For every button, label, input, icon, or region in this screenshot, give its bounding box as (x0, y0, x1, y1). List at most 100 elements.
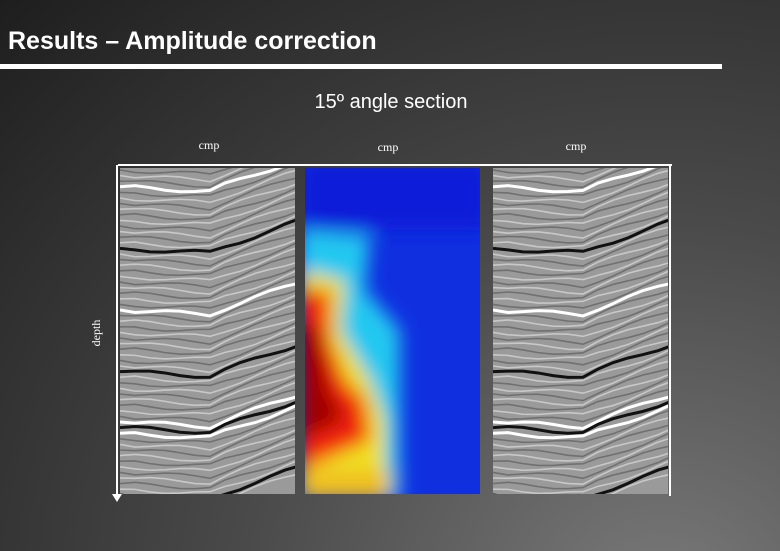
trace (120, 388, 295, 423)
trace (120, 211, 295, 244)
trace (493, 191, 668, 226)
trace (120, 254, 295, 289)
trace (237, 474, 295, 494)
trace (120, 198, 295, 232)
trace (493, 388, 668, 423)
trace (493, 168, 606, 175)
trace (120, 377, 295, 411)
trace (120, 226, 295, 261)
trace (493, 205, 668, 239)
trace (610, 474, 668, 494)
trace (493, 368, 668, 402)
trace (493, 360, 668, 395)
trace (120, 177, 295, 211)
trace (493, 168, 656, 194)
trace (493, 211, 668, 244)
trace (120, 168, 283, 194)
trace (493, 169, 668, 204)
trace (120, 457, 295, 490)
trace (120, 169, 295, 204)
trace (120, 404, 295, 440)
trace (493, 345, 668, 379)
trace (120, 373, 295, 407)
trace (493, 404, 668, 440)
trace (120, 298, 295, 332)
trace (493, 424, 668, 458)
trace (120, 438, 295, 472)
trace (120, 183, 295, 216)
trace (120, 360, 295, 395)
trace (493, 409, 668, 444)
trace (493, 339, 668, 374)
trace (120, 191, 295, 226)
trace (120, 417, 295, 451)
trace (120, 353, 295, 388)
trace (120, 275, 295, 309)
trace (120, 326, 295, 360)
trace (120, 322, 295, 355)
trace (493, 262, 668, 295)
trace (493, 353, 668, 388)
trace (493, 445, 668, 480)
trace (493, 400, 668, 435)
trace (493, 168, 617, 183)
trace (120, 395, 295, 431)
trace (120, 339, 295, 374)
trace (493, 183, 668, 216)
trace (493, 432, 668, 467)
trace (493, 215, 668, 249)
trace (120, 460, 295, 494)
trace (120, 282, 295, 318)
trace (493, 326, 668, 360)
trace (493, 270, 668, 304)
trace (120, 409, 295, 444)
trace (493, 395, 668, 431)
trace (493, 452, 668, 486)
seismic-traces (493, 168, 668, 494)
trace (120, 242, 295, 277)
trace (120, 381, 295, 416)
trace (493, 226, 668, 261)
trace (493, 373, 668, 407)
trace (493, 298, 668, 332)
trace (120, 303, 295, 338)
trace (120, 432, 295, 467)
trace (120, 290, 295, 323)
trace (493, 294, 668, 328)
trace (120, 294, 295, 328)
trace (120, 311, 295, 346)
trace (493, 429, 668, 462)
trace (493, 168, 662, 198)
trace (120, 168, 233, 175)
trace (493, 267, 668, 300)
trace (120, 234, 295, 267)
trace (493, 254, 668, 289)
trace (493, 322, 668, 355)
trace (120, 267, 295, 300)
trace (120, 247, 295, 281)
trace (120, 168, 256, 188)
amplitude-map (305, 168, 480, 494)
trace (120, 465, 295, 494)
trace (493, 417, 668, 451)
axis-arrow (112, 494, 122, 502)
trace (493, 457, 668, 490)
slide-title: Results – Amplitude correction (8, 27, 377, 55)
trace (493, 282, 668, 318)
trace (120, 270, 295, 304)
trace (120, 349, 295, 383)
trace (120, 239, 295, 272)
trace (493, 349, 668, 383)
trace (120, 445, 295, 480)
trace (493, 177, 668, 211)
trace (493, 275, 668, 309)
trace (493, 381, 668, 416)
trace (120, 318, 295, 351)
trace (493, 303, 668, 338)
trace (493, 198, 668, 232)
trace (493, 239, 668, 272)
trace (120, 215, 295, 249)
trace (120, 218, 295, 254)
seismic-traces (120, 168, 295, 494)
trace (120, 345, 295, 379)
